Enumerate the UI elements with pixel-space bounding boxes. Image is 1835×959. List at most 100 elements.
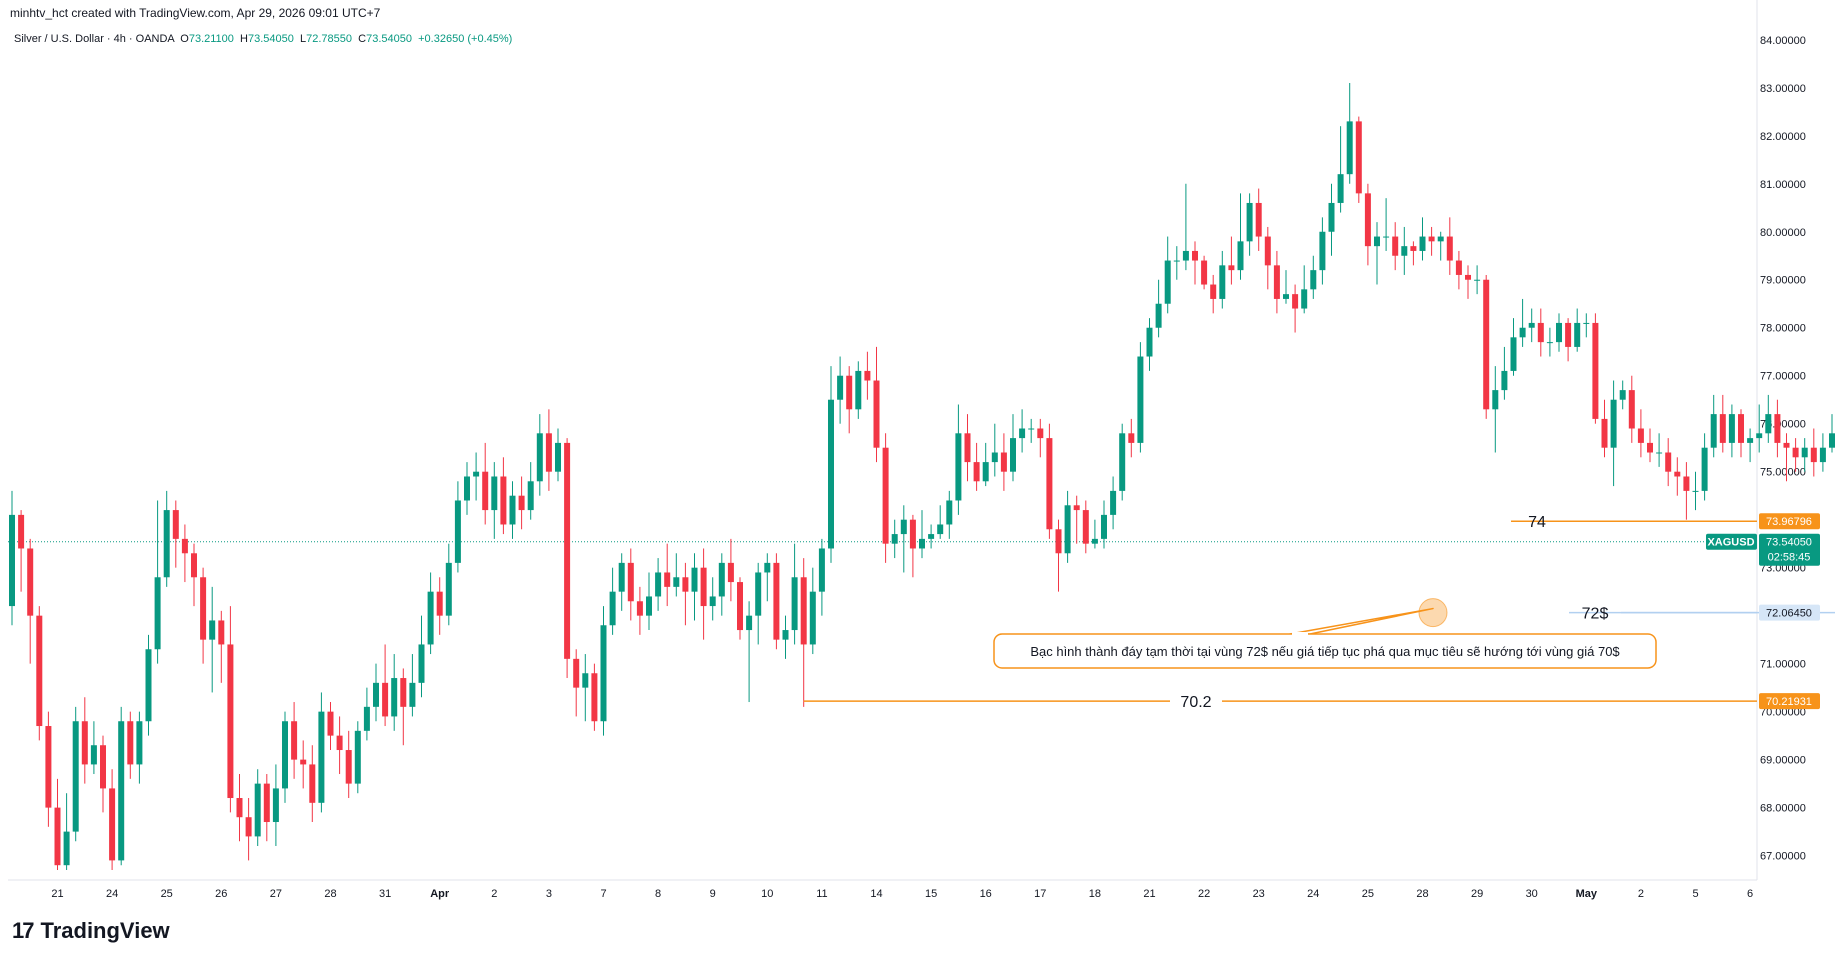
candle-up[interactable]	[1019, 428, 1026, 439]
candle-down[interactable]	[1792, 447, 1799, 458]
candle-up[interactable]	[1337, 174, 1344, 203]
candle-down[interactable]	[1774, 414, 1781, 443]
candle-down[interactable]	[1128, 433, 1135, 443]
candle-up[interactable]	[919, 538, 925, 549]
candle-down[interactable]	[1228, 265, 1235, 271]
candle-up[interactable]	[1710, 414, 1717, 448]
candle-up[interactable]	[9, 514, 15, 607]
candle-up[interactable]	[691, 567, 698, 592]
candle-up[interactable]	[427, 591, 434, 645]
annotation-callout-box[interactable]	[993, 633, 1657, 669]
candle-up[interactable]	[1328, 202, 1335, 232]
candle-down[interactable]	[1364, 193, 1371, 247]
candle-up[interactable]	[318, 711, 325, 803]
candle-up[interactable]	[254, 783, 261, 837]
candle-up[interactable]	[1583, 322, 1590, 324]
candle-up[interactable]	[536, 433, 543, 482]
candle-down[interactable]	[327, 711, 334, 736]
candle-up[interactable]	[1146, 327, 1153, 357]
candle-down[interactable]	[682, 577, 689, 592]
candle-up[interactable]	[782, 630, 789, 640]
candle-down[interactable]	[1046, 438, 1053, 530]
candle-down[interactable]	[1264, 236, 1271, 266]
candle-down[interactable]	[873, 380, 880, 448]
candle-down[interactable]	[627, 562, 634, 602]
candle-up[interactable]	[1728, 414, 1735, 443]
candle-up[interactable]	[1692, 490, 1699, 492]
candle-up[interactable]	[1829, 433, 1835, 448]
candle-up[interactable]	[955, 433, 962, 501]
candle-down[interactable]	[1392, 236, 1399, 256]
candle-up[interactable]	[1064, 505, 1071, 554]
candle-down[interactable]	[737, 582, 743, 631]
candle-up[interactable]	[1173, 260, 1180, 262]
candle-down[interactable]	[1082, 510, 1089, 544]
annotation-target-circle[interactable]	[1418, 598, 1448, 628]
candle-down[interactable]	[100, 745, 106, 789]
candle-down[interactable]	[664, 572, 671, 587]
candle-up[interactable]	[63, 831, 70, 866]
candle-up[interactable]	[163, 510, 170, 578]
candle-down[interactable]	[1810, 447, 1817, 463]
candle-up[interactable]	[454, 500, 461, 563]
candle-up[interactable]	[1556, 322, 1562, 343]
candle-up[interactable]	[646, 596, 652, 616]
candle-up[interactable]	[491, 476, 498, 511]
candle-down[interactable]	[973, 462, 980, 482]
candle-down[interactable]	[336, 735, 343, 751]
candle-up[interactable]	[891, 534, 898, 544]
candle-down[interactable]	[1592, 322, 1599, 419]
candle-down[interactable]	[1483, 279, 1490, 410]
candle-down[interactable]	[1273, 265, 1280, 299]
candle-up[interactable]	[1510, 337, 1517, 371]
candle-up[interactable]	[1091, 538, 1098, 544]
candle-up[interactable]	[1137, 356, 1144, 443]
candle-up[interactable]	[1237, 241, 1244, 271]
candle-down[interactable]	[382, 682, 389, 717]
candle-down[interactable]	[200, 577, 207, 640]
candle-up[interactable]	[855, 370, 862, 410]
candle-down[interactable]	[1446, 236, 1453, 261]
candle-up[interactable]	[1110, 490, 1117, 515]
candle-up[interactable]	[1747, 438, 1754, 443]
candle-down[interactable]	[1674, 471, 1681, 477]
candle-down[interactable]	[1783, 442, 1790, 448]
candle-up[interactable]	[764, 562, 771, 573]
candle-up[interactable]	[391, 678, 398, 717]
candle-down[interactable]	[1000, 452, 1007, 472]
candle-up[interactable]	[1519, 327, 1526, 338]
candle-down[interactable]	[636, 601, 643, 616]
candle-up[interactable]	[791, 577, 798, 631]
candle-down[interactable]	[1073, 505, 1080, 511]
candle-up[interactable]	[464, 476, 470, 501]
candle-up[interactable]	[154, 577, 161, 650]
candle-up[interactable]	[445, 562, 452, 616]
candle-down[interactable]	[1055, 529, 1062, 554]
candle-up[interactable]	[555, 442, 561, 472]
candle-up[interactable]	[709, 596, 716, 607]
candle-up[interactable]	[946, 500, 953, 525]
candle-up[interactable]	[1010, 438, 1016, 472]
candle-up[interactable]	[818, 548, 825, 592]
candle-up[interactable]	[409, 682, 416, 707]
candle-down[interactable]	[1255, 202, 1262, 237]
symbol-name[interactable]: Silver / U.S. Dollar · 4h · OANDA	[14, 33, 175, 45]
candle-up[interactable]	[1383, 236, 1390, 238]
candle-up[interactable]	[136, 721, 143, 765]
candle-up[interactable]	[673, 577, 680, 587]
candle-up[interactable]	[1619, 390, 1626, 400]
candle-up[interactable]	[418, 644, 425, 683]
candle-up[interactable]	[282, 721, 288, 789]
candle-up[interactable]	[527, 481, 534, 511]
candle-down[interactable]	[1637, 428, 1644, 443]
candle-down[interactable]	[1201, 260, 1208, 285]
candle-up[interactable]	[1765, 414, 1772, 434]
candle-up[interactable]	[1319, 231, 1326, 271]
candle-up[interactable]	[72, 721, 79, 832]
candle-down[interactable]	[172, 510, 179, 539]
candle-down[interactable]	[1565, 322, 1572, 347]
candle-down[interactable]	[500, 476, 507, 525]
candle-up[interactable]	[1101, 514, 1107, 539]
candle-down[interactable]	[518, 495, 525, 511]
candle-up[interactable]	[1701, 447, 1708, 491]
